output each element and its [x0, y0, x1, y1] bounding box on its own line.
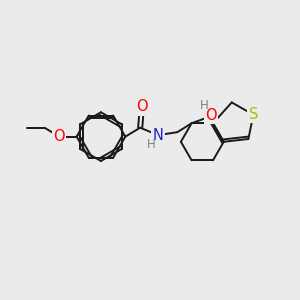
Text: O: O — [205, 108, 217, 123]
Text: S: S — [249, 107, 258, 122]
Text: O: O — [53, 129, 65, 144]
Text: H: H — [147, 138, 156, 151]
Text: H: H — [200, 99, 208, 112]
Text: O: O — [136, 99, 148, 114]
Text: N: N — [153, 128, 164, 142]
